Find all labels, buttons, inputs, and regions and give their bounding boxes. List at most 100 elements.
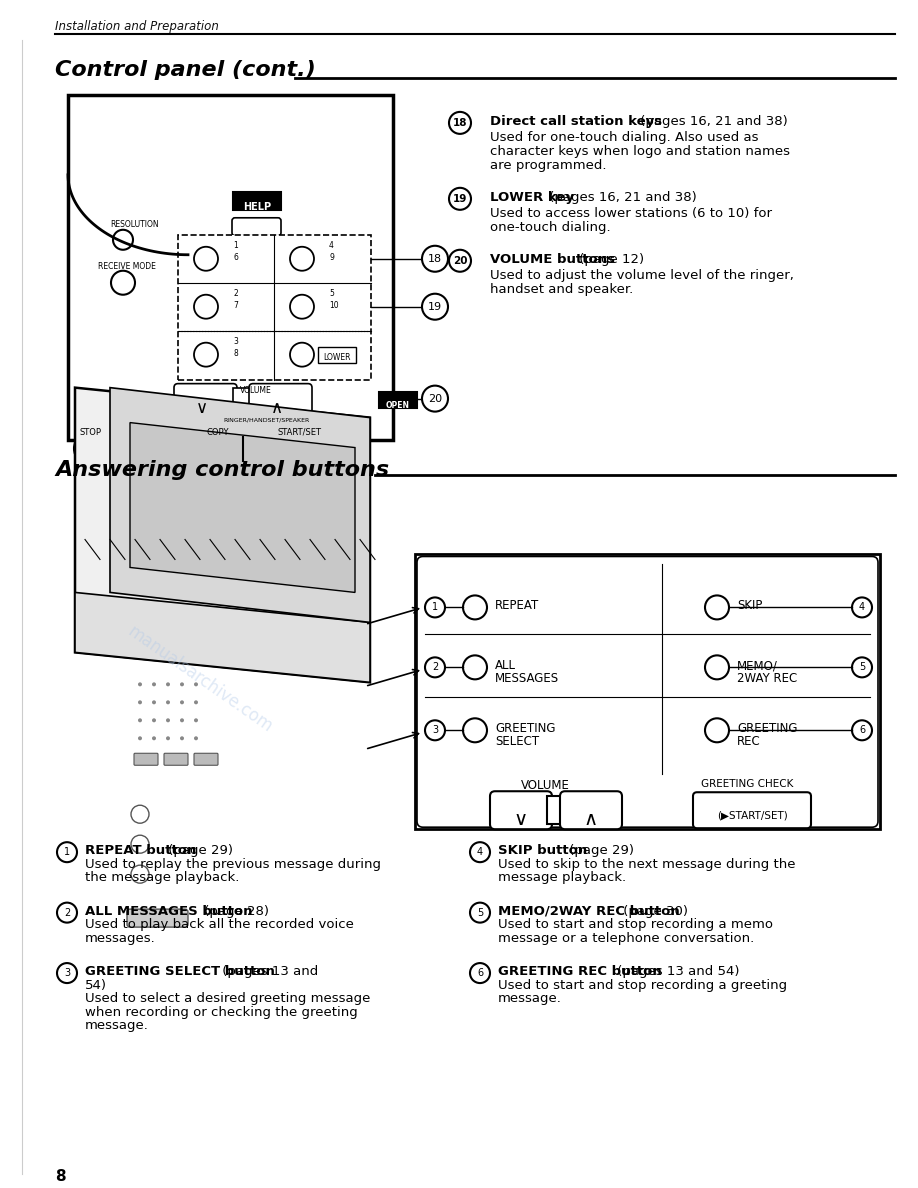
Text: RESOLUTION: RESOLUTION (110, 220, 159, 229)
Text: Used to start and stop recording a greeting: Used to start and stop recording a greet… (498, 979, 787, 992)
FancyBboxPatch shape (233, 191, 281, 210)
Text: SKIP: SKIP (737, 600, 762, 613)
Text: 18: 18 (453, 118, 467, 128)
Text: Used to select a desired greeting message: Used to select a desired greeting messag… (85, 992, 370, 1005)
Text: 10: 10 (329, 301, 339, 310)
FancyBboxPatch shape (134, 753, 158, 765)
Text: 9: 9 (329, 253, 334, 261)
Text: OPEN: OPEN (386, 400, 410, 410)
Text: 6: 6 (477, 968, 483, 978)
Text: message.: message. (85, 1019, 149, 1032)
Circle shape (180, 701, 184, 704)
Text: GREETING: GREETING (495, 722, 555, 735)
Text: SELECT: SELECT (495, 735, 539, 748)
FancyBboxPatch shape (194, 753, 218, 765)
Text: Answering control buttons: Answering control buttons (55, 460, 389, 480)
FancyBboxPatch shape (127, 909, 188, 927)
Text: when recording or checking the greeting: when recording or checking the greeting (85, 1005, 358, 1018)
Text: 20: 20 (453, 255, 467, 266)
FancyBboxPatch shape (233, 387, 253, 410)
Text: GREETING CHECK: GREETING CHECK (700, 779, 793, 789)
Text: 2: 2 (431, 663, 438, 672)
Text: (pages 16, 21 and 38): (pages 16, 21 and 38) (636, 115, 789, 128)
Text: message playback.: message playback. (498, 871, 626, 884)
Text: 5: 5 (329, 289, 334, 298)
Circle shape (87, 446, 93, 451)
Circle shape (166, 737, 170, 740)
Text: message.: message. (498, 992, 562, 1005)
Circle shape (138, 737, 142, 740)
Text: GREETING REC button: GREETING REC button (498, 965, 662, 978)
Text: (pages 13 and: (pages 13 and (218, 965, 319, 978)
Text: Used to replay the previous message during: Used to replay the previous message duri… (85, 858, 381, 871)
Text: VOLUME buttons (page 12): VOLUME buttons (page 12) (490, 253, 669, 266)
Circle shape (194, 682, 198, 687)
Text: 1: 1 (64, 847, 70, 858)
Circle shape (138, 682, 142, 687)
Text: 4: 4 (477, 847, 483, 858)
Text: Direct call station keys (pages 16, 21 and 38): Direct call station keys (pages 16, 21 a… (490, 115, 794, 128)
Text: (▶START/SET): (▶START/SET) (717, 810, 788, 820)
Text: GREETING: GREETING (737, 722, 798, 735)
Text: 54): 54) (85, 979, 107, 992)
Text: manualsarchive.com: manualsarchive.com (124, 623, 276, 737)
Text: LOWER key (pages 16, 21 and 38): LOWER key (pages 16, 21 and 38) (490, 191, 717, 204)
Text: 8: 8 (233, 348, 238, 358)
Text: ∧: ∧ (271, 399, 283, 417)
Text: 6: 6 (859, 726, 865, 735)
FancyBboxPatch shape (249, 384, 312, 413)
Text: GREETING SELECT button: GREETING SELECT button (85, 965, 274, 978)
Text: Direct call station keys: Direct call station keys (490, 115, 662, 128)
FancyBboxPatch shape (174, 384, 237, 413)
Circle shape (82, 441, 98, 456)
Text: VOLUME: VOLUME (521, 779, 569, 792)
Text: 3: 3 (233, 336, 238, 346)
Text: 20: 20 (428, 393, 442, 404)
Text: LOWER: LOWER (323, 353, 351, 361)
Text: (pages 16, 21 and 38): (pages 16, 21 and 38) (545, 191, 697, 204)
FancyBboxPatch shape (547, 796, 565, 824)
Circle shape (180, 737, 184, 740)
Polygon shape (110, 387, 370, 623)
Circle shape (194, 737, 198, 740)
Text: RINGER/HANDSET/SPEAKER: RINGER/HANDSET/SPEAKER (223, 418, 309, 423)
Text: (page 12): (page 12) (576, 253, 644, 266)
FancyBboxPatch shape (232, 217, 281, 235)
Circle shape (152, 701, 156, 704)
Circle shape (180, 719, 184, 722)
Text: VOLUME: VOLUME (241, 386, 272, 394)
Text: 18: 18 (428, 254, 442, 264)
Text: RECEIVE MODE: RECEIVE MODE (98, 261, 156, 271)
Text: MEMO/2WAY REC button: MEMO/2WAY REC button (498, 904, 679, 917)
Text: LOWER key: LOWER key (490, 191, 574, 204)
Text: 6: 6 (233, 253, 238, 261)
FancyBboxPatch shape (379, 392, 417, 407)
Text: Used for one-touch dialing. Also used as: Used for one-touch dialing. Also used as (490, 131, 758, 144)
Polygon shape (75, 593, 370, 682)
FancyBboxPatch shape (560, 791, 622, 829)
Text: 3: 3 (64, 968, 70, 978)
Text: character keys when logo and station names: character keys when logo and station nam… (490, 145, 790, 158)
Text: Used to play back all the recorded voice: Used to play back all the recorded voice (85, 918, 353, 931)
Text: 3: 3 (432, 726, 438, 735)
Circle shape (166, 719, 170, 722)
Text: Used to access lower stations (6 to 10) for: Used to access lower stations (6 to 10) … (490, 207, 772, 220)
Circle shape (152, 737, 156, 740)
Text: ∨: ∨ (514, 810, 528, 829)
Text: 4: 4 (329, 241, 334, 249)
Text: REC: REC (737, 735, 761, 748)
Polygon shape (130, 423, 355, 593)
Text: MESSAGES: MESSAGES (495, 672, 559, 685)
Circle shape (194, 719, 198, 722)
Text: (page 28): (page 28) (200, 904, 269, 917)
Text: the message playback.: the message playback. (85, 871, 240, 884)
FancyBboxPatch shape (68, 95, 393, 440)
Text: STOP: STOP (79, 428, 101, 436)
Circle shape (152, 682, 156, 687)
Text: Control panel (cont.): Control panel (cont.) (55, 59, 316, 80)
Text: COPY: COPY (207, 428, 230, 436)
Text: 7: 7 (233, 301, 238, 310)
Text: 8: 8 (55, 1169, 65, 1184)
Text: are programmed.: are programmed. (490, 159, 607, 172)
Text: Used to start and stop recording a memo: Used to start and stop recording a memo (498, 918, 773, 931)
